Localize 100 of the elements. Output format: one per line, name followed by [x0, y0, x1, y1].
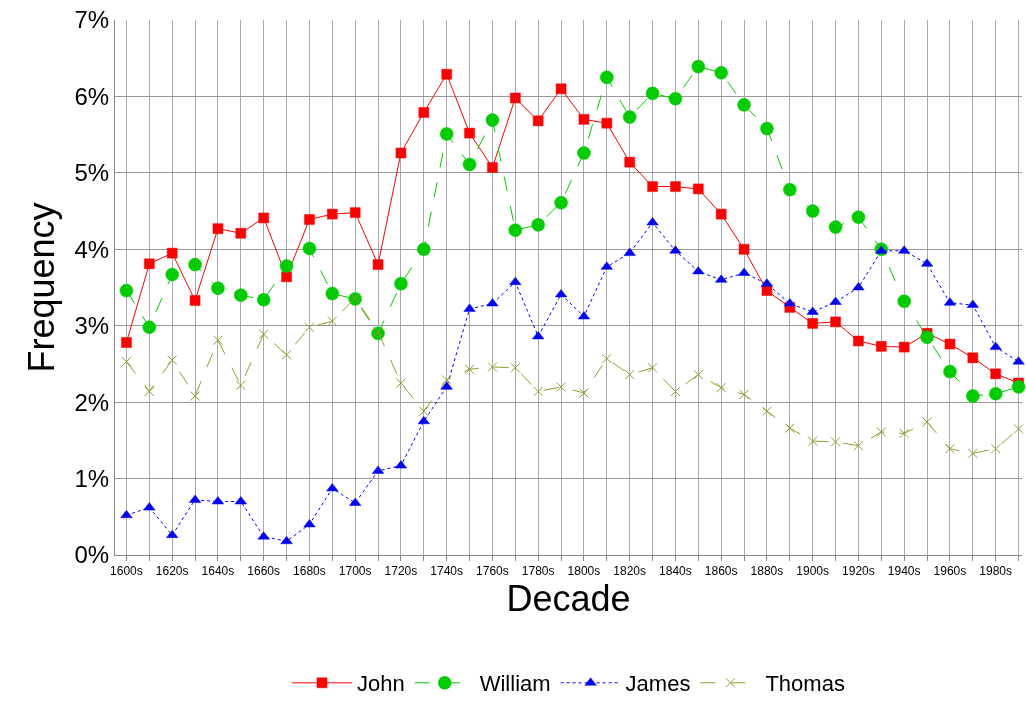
point [212, 335, 223, 346]
point [258, 212, 269, 224]
point [439, 127, 454, 141]
point [508, 223, 523, 237]
x-tick-label: 1880s [750, 564, 784, 579]
point [876, 426, 887, 437]
point [670, 181, 681, 192]
point [898, 341, 910, 353]
point [920, 330, 934, 344]
x-tick-label: 1940s [887, 564, 921, 579]
point [395, 378, 406, 389]
x-tick-label: 1900s [796, 564, 830, 579]
legend-label: Thomas [765, 671, 845, 697]
point [988, 386, 1003, 401]
y-tick-label: 6% [74, 82, 110, 110]
point [830, 436, 841, 447]
point [144, 258, 155, 270]
point [943, 364, 957, 379]
point [373, 326, 384, 337]
point [256, 292, 271, 307]
y-tick-label: 2% [74, 388, 110, 416]
y-tick-label: 1% [74, 464, 110, 492]
point [693, 369, 704, 380]
point [577, 146, 591, 160]
point [853, 440, 864, 451]
point [485, 113, 500, 127]
point [235, 227, 247, 239]
point [510, 92, 521, 104]
point [119, 283, 134, 298]
point [212, 223, 224, 234]
point [464, 127, 475, 139]
point [622, 110, 637, 124]
point [760, 121, 774, 136]
point [462, 157, 477, 172]
point [739, 389, 750, 400]
point [554, 195, 568, 210]
x-tick-label: 1920s [842, 564, 875, 579]
y-tick-label: 4% [74, 235, 110, 263]
point [738, 244, 750, 255]
legend-label: John [357, 671, 405, 697]
x-tick-label: 1600s [110, 564, 143, 579]
y-tick-label: 3% [74, 312, 110, 340]
point [737, 98, 751, 112]
point [165, 267, 179, 282]
x-tick-label: 1760s [476, 564, 509, 579]
point [967, 448, 978, 459]
point [121, 356, 132, 367]
point [144, 386, 155, 397]
x-tick-label: 1800s [567, 564, 601, 579]
x-tick-label: 1780s [521, 564, 555, 579]
point [189, 295, 201, 306]
point [805, 204, 820, 218]
point [670, 386, 681, 397]
x-tick-label: 1820s [613, 564, 647, 579]
point [188, 257, 202, 272]
x-tick-label: 1640s [201, 564, 235, 579]
point [304, 322, 315, 333]
point [190, 391, 201, 402]
point [761, 406, 772, 417]
y-tick-label: 5% [74, 159, 110, 187]
point [441, 374, 452, 385]
point [601, 117, 613, 129]
point [1013, 423, 1024, 434]
point [142, 320, 157, 334]
point [327, 316, 338, 327]
point [853, 335, 864, 347]
x-axis-title: Decade [506, 578, 631, 620]
point [578, 114, 590, 125]
point [418, 406, 429, 417]
point [235, 380, 246, 391]
x-tick-label: 1960s [933, 564, 967, 579]
point [555, 83, 567, 95]
point [258, 329, 269, 340]
legend-label: William [479, 671, 551, 697]
point [533, 386, 544, 397]
point [944, 338, 956, 350]
point [899, 428, 910, 439]
point [716, 382, 727, 393]
point [417, 242, 431, 257]
point [828, 220, 843, 234]
point [761, 285, 773, 296]
x-tick-label: 1660s [247, 564, 281, 579]
x-tick-label: 1860s [704, 564, 738, 579]
point [967, 352, 979, 364]
point [668, 91, 683, 106]
point [167, 355, 178, 366]
x-tick-label: 1700s [338, 564, 372, 579]
x-tick-label: 1740s [430, 564, 464, 579]
point [876, 341, 887, 352]
y-axis-title: Frequency [21, 202, 63, 373]
point [691, 59, 706, 74]
point [532, 115, 544, 127]
point [693, 183, 704, 195]
point [807, 436, 818, 447]
x-tick-label: 1620s [155, 564, 189, 579]
point [715, 208, 727, 220]
point [830, 316, 841, 328]
point [166, 247, 178, 259]
point [897, 294, 911, 308]
point [807, 318, 818, 329]
